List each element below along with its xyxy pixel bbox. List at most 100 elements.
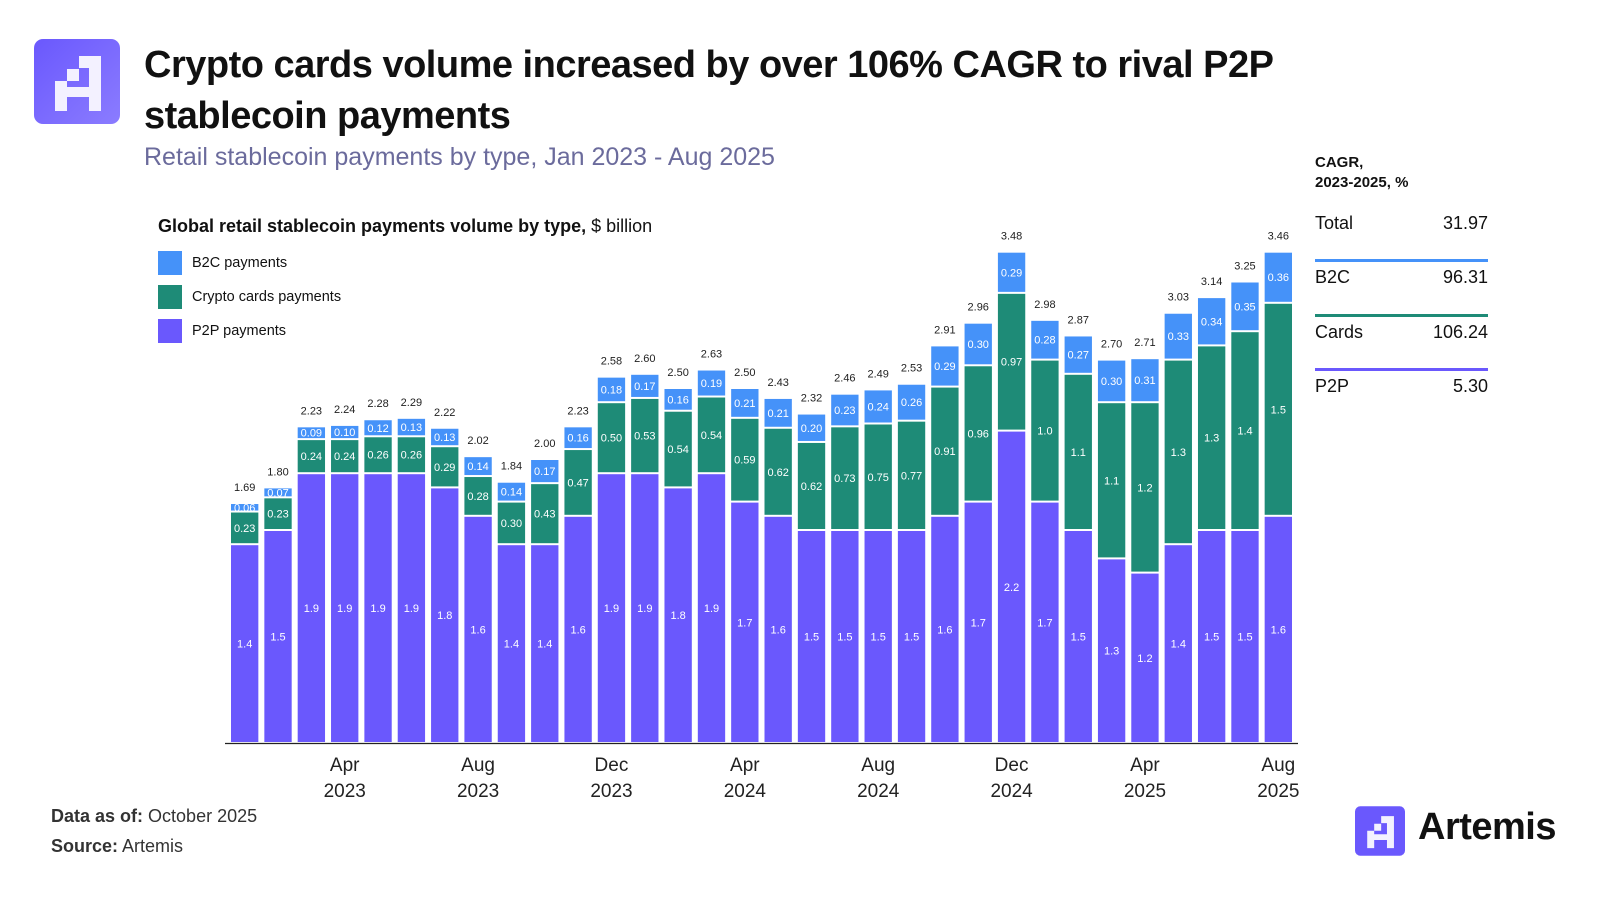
bar-segment-b2c bbox=[1097, 360, 1126, 402]
data-label-b2c: 0.23 bbox=[834, 405, 855, 417]
data-label-cards: 0.50 bbox=[601, 433, 622, 445]
x-tick-year: 2024 bbox=[724, 781, 767, 802]
bar-segment-cards bbox=[1164, 360, 1192, 544]
data-label-p2p: 1.5 bbox=[904, 632, 919, 644]
bar-segment-b2c bbox=[397, 418, 426, 436]
cagr-divider-b2c bbox=[1315, 259, 1488, 262]
bar-segment-p2p bbox=[864, 531, 892, 742]
bar-segment-p2p bbox=[364, 474, 392, 742]
cagr-divider-cards bbox=[1315, 314, 1488, 317]
data-label-b2c: 0.18 bbox=[601, 384, 622, 396]
chart-title: Global retail stablecoin payments volume… bbox=[158, 216, 652, 237]
total-label: 3.46 bbox=[1268, 231, 1289, 243]
data-label-p2p: 1.4 bbox=[537, 639, 552, 651]
data-label-b2c: 0.20 bbox=[801, 423, 822, 435]
data-label-cards: 0.54 bbox=[701, 430, 722, 442]
bar-segment-cards bbox=[864, 424, 892, 529]
bar-segment-p2p bbox=[564, 516, 592, 742]
data-label-b2c: 0.35 bbox=[1234, 301, 1255, 313]
bar-segment-b2c bbox=[564, 427, 592, 449]
bar-segment-cards bbox=[831, 427, 859, 529]
total-label: 2.32 bbox=[801, 393, 822, 405]
legend-item-cards: Crypto cards payments bbox=[158, 285, 341, 309]
bar-segment-b2c bbox=[1197, 298, 1226, 345]
legend-swatch-p2p bbox=[158, 319, 182, 343]
bar-segment-p2p bbox=[1231, 531, 1259, 742]
bar-segment-cards bbox=[697, 397, 726, 473]
data-label-cards: 0.24 bbox=[301, 451, 322, 463]
bar-segment-b2c bbox=[497, 482, 526, 501]
x-tick-month: Dec bbox=[995, 755, 1029, 776]
bar-segment-cards bbox=[764, 428, 792, 515]
data-label-b2c: 0.13 bbox=[401, 422, 422, 434]
data-label-p2p: 1.5 bbox=[871, 632, 886, 644]
bar-segment-b2c bbox=[797, 414, 826, 441]
bar-segment-b2c bbox=[1231, 282, 1259, 331]
data-label-b2c: 0.10 bbox=[334, 427, 355, 439]
total-label: 2.87 bbox=[1068, 314, 1089, 326]
bar-segment-b2c bbox=[431, 428, 459, 446]
legend-item-p2p: P2P payments bbox=[158, 319, 286, 343]
data-label-b2c: 0.12 bbox=[367, 423, 388, 435]
cagr-value: 5.30 bbox=[1452, 376, 1488, 396]
total-label: 2.58 bbox=[601, 356, 622, 368]
data-label-cards: 0.75 bbox=[867, 472, 888, 484]
bar-segment-p2p bbox=[664, 488, 692, 742]
data-label-b2c: 0.30 bbox=[968, 339, 989, 351]
bar-segment-b2c bbox=[1164, 313, 1192, 359]
data-label-cards: 0.24 bbox=[334, 451, 355, 463]
data-label-cards: 1.1 bbox=[1104, 475, 1119, 487]
data-label-cards: 0.96 bbox=[968, 428, 989, 440]
legend-swatch-b2c bbox=[158, 251, 182, 275]
total-label: 2.28 bbox=[367, 398, 388, 410]
data-label-p2p: 1.8 bbox=[437, 610, 452, 622]
cagr-label: Cards bbox=[1315, 322, 1364, 342]
data-label-p2p: 2.2 bbox=[1004, 582, 1019, 594]
x-tick-month: Dec bbox=[595, 755, 629, 776]
data-label-cards: 0.97 bbox=[1001, 357, 1022, 369]
bar-segment-p2p bbox=[1097, 559, 1126, 742]
data-label-b2c: 0.17 bbox=[634, 381, 655, 393]
bar-segment-cards bbox=[564, 450, 592, 515]
bar-segment-cards bbox=[1031, 360, 1059, 501]
bar-segment-p2p bbox=[531, 545, 559, 742]
data-label-b2c: 0.34 bbox=[1201, 316, 1222, 328]
bar-segment-p2p bbox=[1197, 531, 1226, 742]
cagr-label: B2C bbox=[1315, 267, 1351, 287]
data-label-b2c: 0.14 bbox=[467, 461, 488, 473]
bar-segment-p2p bbox=[264, 531, 292, 742]
bar-segment-cards bbox=[1131, 403, 1159, 572]
data-label-b2c: 0.33 bbox=[1168, 331, 1189, 343]
data-label-cards: 0.47 bbox=[567, 477, 588, 489]
data-label-p2p: 1.5 bbox=[804, 632, 819, 644]
data-as-of-value: October 2025 bbox=[148, 806, 258, 826]
x-tick-year: 2025 bbox=[1257, 781, 1299, 802]
x-tick-year: 2023 bbox=[324, 781, 366, 802]
bar-segment-p2p bbox=[1031, 502, 1059, 742]
bar-segment-b2c bbox=[964, 323, 992, 365]
bar-segment-p2p bbox=[997, 431, 1026, 742]
data-label-cards: 1.2 bbox=[1137, 482, 1152, 494]
cagr-value: 31.97 bbox=[1442, 213, 1488, 233]
total-label: 2.23 bbox=[567, 405, 588, 417]
data-label-cards: 0.77 bbox=[901, 470, 922, 482]
total-label: 2.91 bbox=[934, 324, 955, 336]
artemis-brand-icon bbox=[1355, 806, 1405, 856]
total-label: 2.50 bbox=[667, 367, 688, 379]
bar-segment-cards bbox=[464, 477, 492, 515]
x-tick-month: Apr bbox=[1130, 755, 1160, 776]
x-tick-year: 2023 bbox=[457, 781, 499, 802]
cagr-heading-line2: 2023-2025, % bbox=[1315, 174, 1409, 191]
data-label-p2p: 1.6 bbox=[771, 624, 786, 636]
chart-title-main: Global retail stablecoin payments volume… bbox=[158, 216, 587, 236]
data-label-cards: 0.29 bbox=[434, 462, 455, 474]
cagr-value: 96.31 bbox=[1442, 267, 1488, 287]
data-label-p2p: 1.9 bbox=[370, 603, 385, 615]
bar-segment-cards bbox=[1264, 303, 1292, 515]
bar-segment-p2p bbox=[831, 531, 859, 742]
bar-segment-cards bbox=[631, 398, 659, 473]
bar-segment-p2p bbox=[397, 474, 426, 742]
data-label-p2p: 1.5 bbox=[1071, 632, 1086, 644]
data-label-p2p: 1.3 bbox=[1104, 646, 1119, 658]
